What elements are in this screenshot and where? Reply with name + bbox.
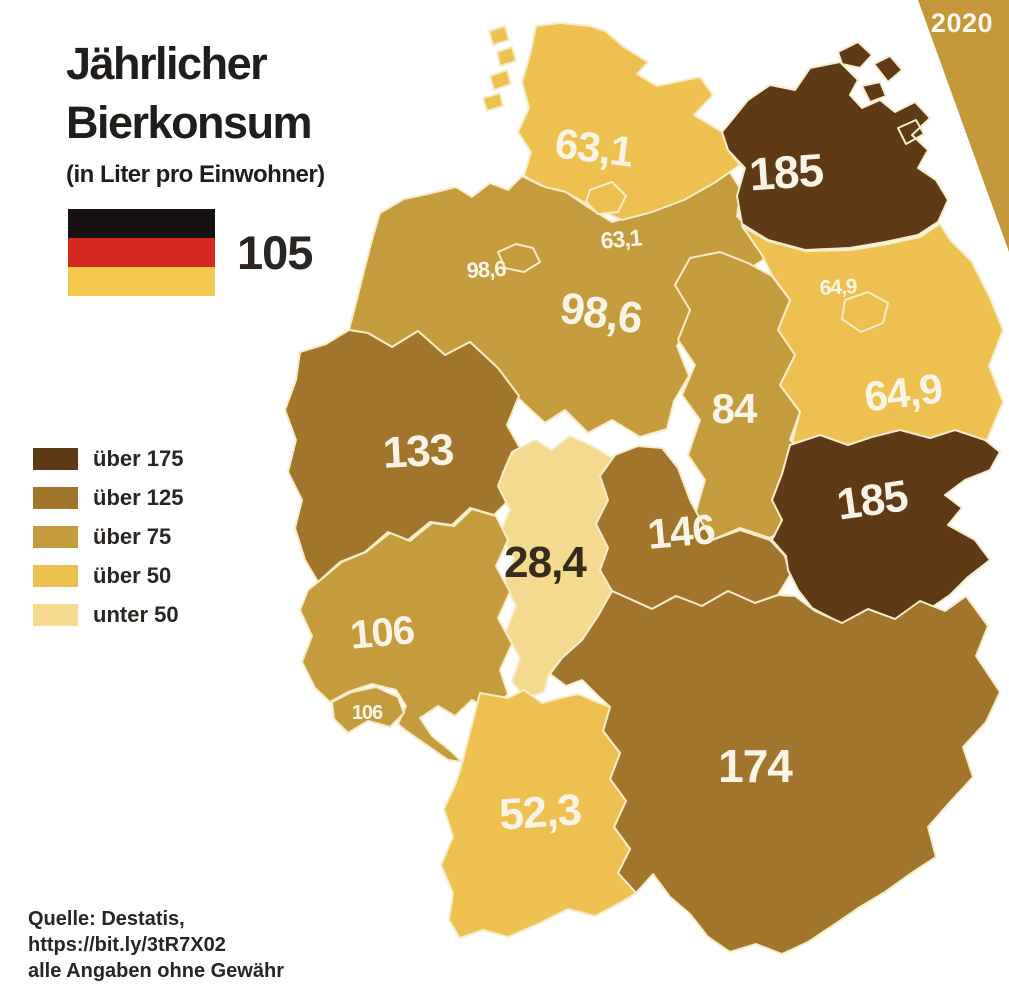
region-hamburg <box>585 181 627 215</box>
region-saarland <box>331 686 405 734</box>
header: Jährlicher Bierkonsum (in Liter pro Einw… <box>66 34 325 189</box>
legend-swatch-unter-50 <box>33 604 78 626</box>
region-rheinland-pfalz <box>299 508 513 763</box>
label-sachsen: 185 <box>834 471 911 529</box>
label-schleswig-holstein: 63,1 <box>552 119 636 175</box>
legend-item-unter-50: unter 50 <box>33 602 184 627</box>
page-title-line1: Jährlicher <box>66 38 268 89</box>
label-baden-wuerttemberg: 52,3 <box>498 785 583 840</box>
region-bremen <box>497 243 541 273</box>
region-nordrhein-westfalen <box>284 329 522 583</box>
source-line: alle Angaben ohne Gewähr <box>28 960 284 982</box>
label-hamburg: 63,1 <box>600 224 644 254</box>
source-line: Quelle: Destatis, <box>28 908 185 930</box>
legend-item-ueber-75: über 75 <box>33 524 184 549</box>
legend-label: über 75 <box>93 524 172 549</box>
source-note: Quelle: Destatis, https://bit.ly/3tR7X02… <box>28 906 284 984</box>
region-mecklenburg-vorpommern <box>721 41 949 251</box>
legend-item-ueber-175: über 175 <box>33 446 184 471</box>
national-average: 105 <box>68 209 313 296</box>
region-berlin <box>841 291 889 333</box>
legend-item-ueber-50: über 50 <box>33 563 184 588</box>
label-mecklenburg-vorpommern: 185 <box>747 143 825 200</box>
year-badge-wedge <box>918 0 1009 252</box>
label-saarland: 106 <box>352 702 383 724</box>
page-subtitle: (in Liter pro Einwohner) <box>66 161 325 188</box>
label-nordrhein-westfalen: 133 <box>382 425 455 478</box>
label-berlin: 64,9 <box>819 275 857 300</box>
region-sachsen <box>771 429 1001 631</box>
legend-item-ueber-125: über 125 <box>33 485 184 510</box>
legend-swatch-ueber-50 <box>33 565 78 587</box>
flag-stripe-black <box>68 209 215 238</box>
source-line: https://bit.ly/3tR7X02 <box>28 934 226 956</box>
flag-stripe-red <box>68 238 215 267</box>
legend-swatch-ueber-125 <box>33 487 78 509</box>
label-bremen: 98,6 <box>466 256 507 283</box>
legend-swatch-ueber-75 <box>33 526 78 548</box>
label-rheinland-pfalz: 106 <box>348 608 415 657</box>
national-average-value: 105 <box>237 226 313 279</box>
legend: über 175 über 125 über 75 über 50 unter … <box>33 446 184 643</box>
legend-label: unter 50 <box>93 602 179 627</box>
label-brandenburg: 64,9 <box>862 364 945 420</box>
label-bayern: 174 <box>718 740 793 792</box>
flag-stripe-gold <box>68 267 215 296</box>
label-sachsen-anhalt: 84 <box>712 385 758 432</box>
legend-swatch-ueber-175 <box>33 448 78 470</box>
page-title-line2: Bierkonsum <box>66 97 313 148</box>
legend-label: über 125 <box>93 485 184 510</box>
label-niedersachsen: 98,6 <box>557 284 645 344</box>
year-badge: 2020 <box>930 8 993 38</box>
region-schleswig-holstein <box>482 22 741 221</box>
legend-label: über 175 <box>93 446 184 471</box>
label-hessen: 28,4 <box>504 538 587 587</box>
germany-flag-icon <box>68 209 215 296</box>
legend-label: über 50 <box>93 563 172 588</box>
label-thueringen: 146 <box>646 505 717 558</box>
region-baden-wuerttemberg <box>440 689 637 939</box>
